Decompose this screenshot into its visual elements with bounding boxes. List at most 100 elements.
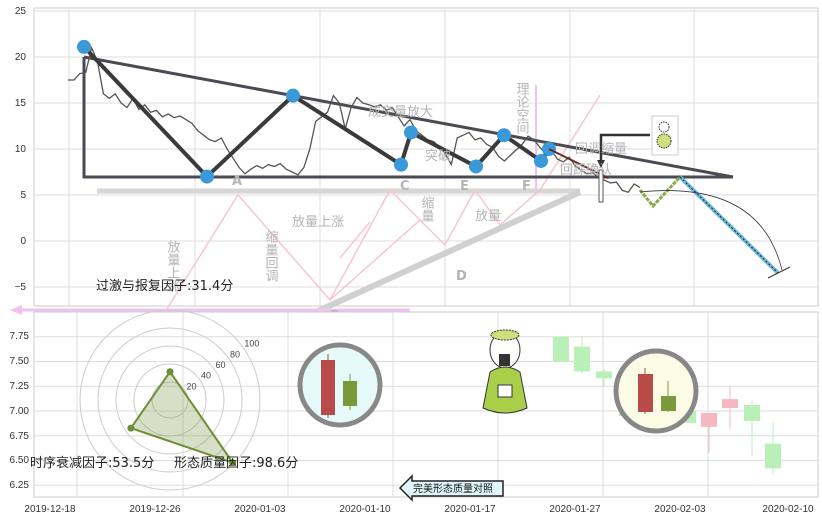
x-axis: 2019-12-18 2019-12-26 2020-01-03 2020-01…: [24, 504, 814, 515]
y-tick: 5: [20, 190, 26, 201]
candle-body: [722, 399, 738, 409]
pivot-point: [404, 125, 418, 140]
zigzag-pivots: [77, 39, 556, 184]
candle: [765, 422, 781, 475]
pivot-point: [534, 153, 548, 168]
candle-body: [744, 405, 760, 421]
x-tick: 2020-01-17: [444, 504, 496, 515]
perfect-pattern-circle: [297, 342, 383, 428]
radar-ring: [97, 327, 243, 473]
compare-button[interactable]: 完美形态质量对照: [398, 474, 504, 502]
y-tick: 15: [15, 98, 27, 109]
zigzag-segment: [82, 45, 209, 178]
annotation: 放量上涨: [292, 215, 344, 230]
y-tick: 20: [15, 52, 27, 63]
y-tick: 7.50: [10, 356, 30, 367]
pivot-point: [77, 39, 91, 54]
radar-ring-label: 60: [215, 360, 225, 370]
faint-arrow: [339, 221, 371, 259]
mascot-dog-icon: [482, 329, 528, 414]
radar-ring-label: 80: [230, 349, 240, 359]
y-tick: 7.00: [10, 406, 30, 417]
bottom-y-axis: 7.75 7.50 7.25 7.00 6.75 6.50 6.25: [10, 331, 30, 491]
annotation: 放量: [475, 209, 501, 224]
pivot-point: [286, 88, 300, 103]
candle-body: [574, 346, 590, 372]
x-tick: 2019-12-18: [24, 504, 76, 515]
y-tick: 6.75: [10, 431, 30, 442]
radar-ring: [79, 309, 261, 491]
y-tick: 6.50: [10, 455, 30, 466]
compare-button-label[interactable]: 完美形态质量对照: [413, 482, 493, 495]
pivot-point: [497, 128, 511, 143]
factor-label-time-decay: 时序衰减因子:53.5分: [30, 455, 154, 471]
y-tick: 7.75: [10, 331, 30, 342]
x-tick: 2020-01-10: [339, 504, 391, 515]
y-tick: 0: [20, 236, 26, 247]
annotation: 成交量放大: [368, 104, 433, 120]
factor-radar: 20 40 60 80 100: [79, 309, 261, 491]
candle: [553, 335, 569, 362]
top-grid: [34, 8, 818, 306]
zigzag-segment: [410, 130, 477, 169]
projection-target-dash: [679, 176, 779, 274]
annotation: 缩量: [419, 195, 435, 222]
candle-body: [701, 412, 717, 427]
point-letter: F: [522, 179, 531, 194]
x-tick: 2020-02-10: [762, 504, 814, 515]
annotation: 放量上涨: [165, 240, 181, 292]
point-letter: E: [460, 179, 469, 194]
top-y-axis: 25 20 15 10 5 0 −5: [15, 6, 27, 293]
faint-arrow: [329, 219, 421, 301]
y-tick: −5: [15, 282, 27, 293]
target-bracket: [767, 266, 791, 279]
projection-arc: [639, 190, 783, 271]
candle-body: [553, 336, 569, 362]
breakdown-marker: [598, 169, 604, 203]
radar-ring-label: 20: [186, 381, 196, 391]
faint-path: [159, 94, 601, 321]
support-line: [82, 57, 733, 179]
annotation: 回调缩量: [575, 141, 627, 157]
annotation: 缩量回调: [263, 229, 279, 282]
factor-label-overreaction: 过激与报复因子:31.4分: [96, 279, 233, 294]
radar-ring-label: 40: [201, 371, 211, 381]
radar-ring: [115, 345, 225, 455]
radar-ring-label: 100: [244, 339, 259, 349]
annotation: 理论空间: [514, 82, 530, 134]
candle: [722, 386, 738, 429]
annotation: 回踩确认: [560, 163, 612, 178]
zigzag-segment: [205, 94, 295, 179]
x-tick: 2019-12-26: [129, 504, 181, 515]
pivot-point: [469, 159, 483, 174]
zigzag-segment: [291, 93, 403, 167]
x-tick: 2020-02-03: [654, 504, 706, 515]
candle: [701, 412, 717, 453]
y-tick: 7.25: [10, 381, 30, 392]
current-pattern-circle: [613, 348, 699, 434]
mascot-small-icon: [651, 115, 679, 156]
candle: [744, 401, 760, 456]
breakdown-segment: [548, 148, 609, 179]
x-tick: 2020-01-27: [549, 504, 601, 515]
annotation: 突破: [425, 148, 451, 164]
top-plot-area: [33, 7, 819, 307]
candle: [574, 336, 590, 374]
y-tick: 10: [15, 144, 27, 155]
candle-body: [596, 371, 612, 379]
faint-annotations: 放量上涨 缩量回调 放量上涨 成交量放大 突破 理论空间 回调缩量 回踩确认 缩…: [165, 82, 628, 324]
callout-arrow-head: [597, 160, 605, 168]
upper-trendline: [83, 55, 734, 179]
point-letter: C: [400, 179, 410, 194]
radar-point: [229, 459, 237, 467]
faint-left-arrow-head: [10, 305, 22, 315]
radar-polygon: [129, 369, 236, 465]
point-letter: A: [232, 174, 242, 189]
pivot-point: [394, 157, 408, 172]
zigzag-segment: [502, 133, 543, 163]
radar-point: [166, 368, 174, 376]
candle-body: [765, 443, 781, 469]
callout-arrow: [599, 133, 650, 162]
y-tick: 25: [15, 6, 27, 17]
faint-pattern-overlay: [10, 85, 601, 413]
